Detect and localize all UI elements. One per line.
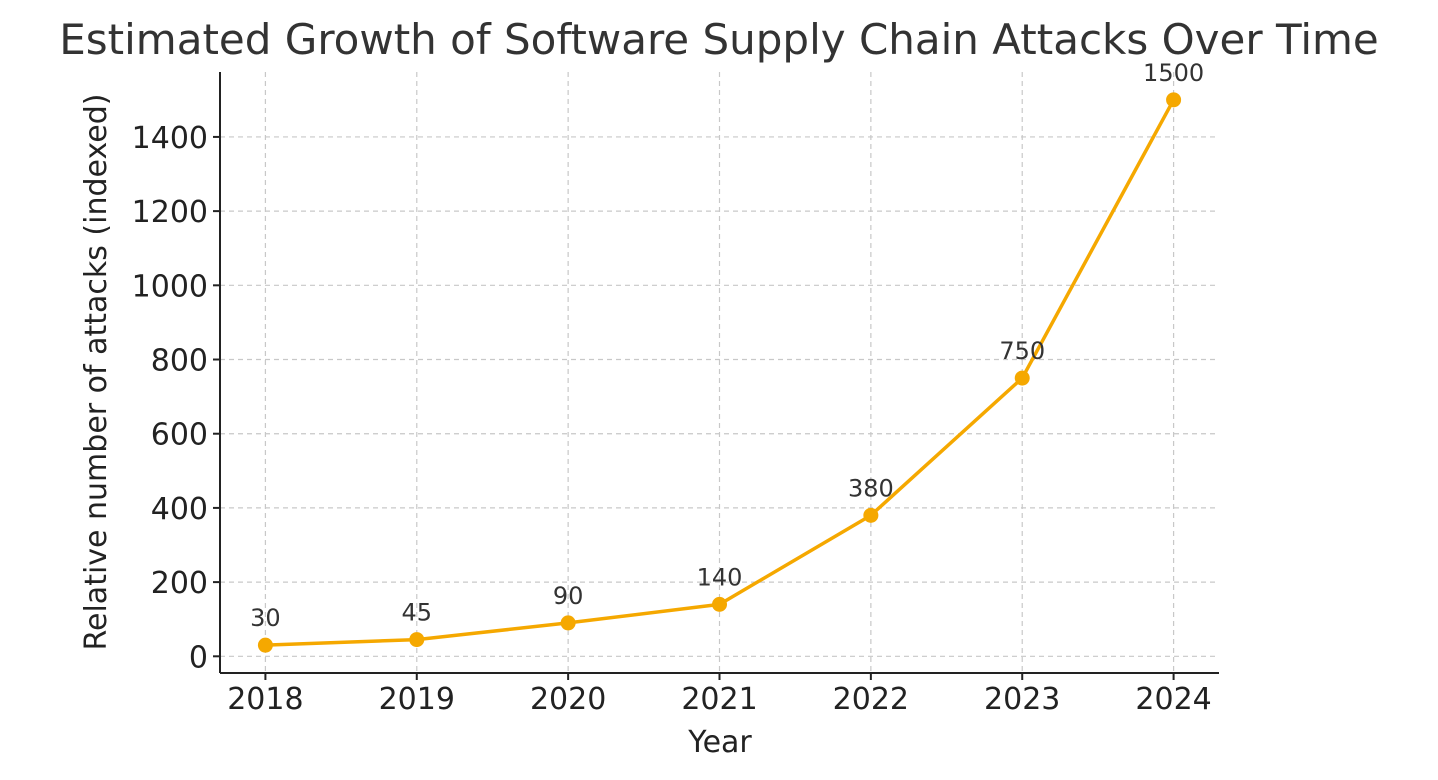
y-tick-label: 1000: [132, 269, 208, 304]
y-tick-label: 600: [151, 418, 208, 453]
y-axis-label: Relative number of attacks (indexed): [79, 94, 114, 651]
data-point: [863, 507, 879, 523]
x-tick-label: 2024: [1135, 682, 1211, 717]
data-label: 90: [553, 582, 584, 610]
y-tick-label: 400: [151, 492, 208, 527]
data-point: [257, 637, 273, 653]
x-tick-label: 2021: [681, 682, 757, 717]
data-label: 45: [401, 599, 432, 627]
x-tick-label: 2022: [833, 682, 909, 717]
series-line: [257, 92, 1182, 653]
axes: [213, 72, 1219, 680]
data-label: 140: [697, 563, 743, 591]
data-point: [1014, 370, 1030, 386]
y-tick-label: 1400: [132, 121, 208, 156]
x-tick-label: 2018: [227, 682, 303, 717]
data-point: [1166, 92, 1182, 108]
x-axis-label: Year: [687, 725, 752, 760]
chart-title: Estimated Growth of Software Supply Chai…: [59, 15, 1379, 64]
x-tick-label: 2019: [379, 682, 455, 717]
y-tick-label: 0: [189, 640, 208, 675]
grid: [220, 72, 1219, 673]
data-label: 380: [848, 474, 894, 502]
x-tick-label: 2023: [984, 682, 1060, 717]
data-labels: 30 45 90 140 380 750 1500: [250, 59, 1204, 632]
data-label: 30: [250, 604, 281, 632]
tick-labels: 2018 2019 2020 2021 2022 2023 2024 0 200 400 600 80…: [132, 121, 1212, 717]
x-tick-label: 2020: [530, 682, 606, 717]
data-point: [560, 615, 576, 631]
data-point: [712, 596, 727, 612]
data-point: [409, 632, 425, 648]
data-label: 1500: [1143, 59, 1204, 87]
y-tick-label: 800: [151, 344, 208, 379]
y-tick-label: 200: [151, 566, 208, 601]
data-label: 750: [999, 337, 1045, 365]
y-tick-label: 1200: [132, 195, 208, 230]
